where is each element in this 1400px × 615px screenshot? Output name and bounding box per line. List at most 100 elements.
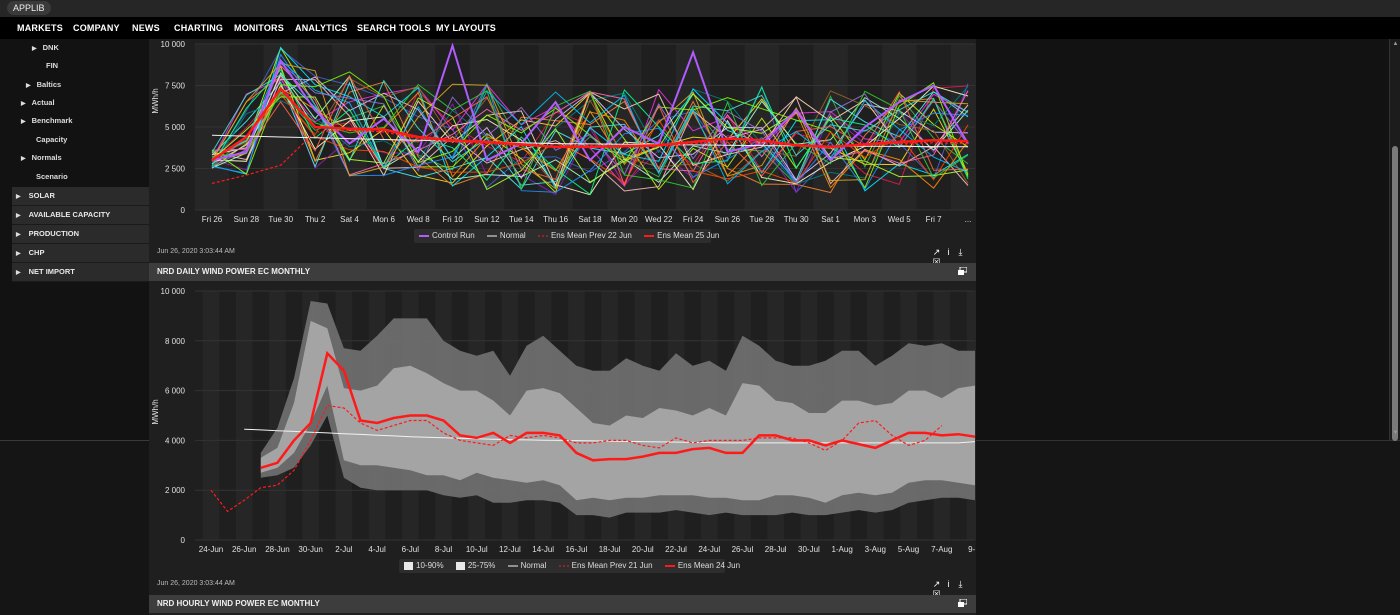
open-external-icon[interactable]: ↗	[932, 247, 941, 257]
category-solar[interactable]: ▶ SOLAR	[12, 187, 149, 206]
category-production[interactable]: ▶ PRODUCTION	[12, 225, 149, 244]
ensemble-member-line	[211, 68, 969, 196]
main-menu-bar: MARKETS COMPANY NEWS CHARTING MONITORS A…	[0, 17, 1400, 39]
menu-company[interactable]: COMPANY	[73, 23, 120, 33]
y-axis-label: MWh/h	[151, 88, 160, 113]
expand-arrow-icon[interactable]: ▶	[21, 101, 26, 107]
expand-arrow-icon[interactable]: ▶	[21, 156, 26, 162]
tree-item-actual[interactable]: ▶ Actual	[21, 96, 55, 110]
app-name-badge[interactable]: APPLIB	[7, 1, 51, 15]
popout-icon[interactable]	[958, 267, 967, 275]
category-label: AVAILABLE CAPACITY	[28, 210, 111, 219]
ensemble-member-line	[211, 77, 969, 187]
tree-item-normals[interactable]: ▶ Normals	[21, 151, 62, 165]
info-icon[interactable]: i	[947, 579, 950, 589]
x-tick-label: 5-Aug	[898, 545, 919, 554]
popout-icon[interactable]	[958, 599, 967, 607]
tree-item-baltics[interactable]: ▶ Baltics	[26, 78, 61, 92]
x-tick-label: Wed 5	[888, 215, 912, 224]
vertical-scrollbar[interactable]: ▲ ▼	[1389, 39, 1400, 441]
chart-series	[210, 301, 976, 518]
legend-ens-mean-prev[interactable]: Ens Mean Prev 21 Jun	[558, 559, 653, 573]
x-tick-label: Sat 18	[578, 215, 602, 224]
category-label: SOLAR	[28, 191, 55, 200]
category-label: CHP	[28, 248, 45, 257]
legend-control-run[interactable]: Control Run	[419, 229, 475, 243]
expand-arrow-icon[interactable]: ▶	[32, 46, 37, 52]
expand-arrow-icon[interactable]: ▶	[16, 194, 21, 200]
ensemble-member-line	[211, 62, 969, 190]
ens-mean-prev-line	[210, 404, 943, 513]
y-tick-label: 6 000	[165, 387, 186, 396]
legend-ens-mean-prev[interactable]: Ens Mean Prev 22 Jun	[537, 229, 632, 243]
menu-analytics[interactable]: ANALYTICS	[295, 23, 348, 33]
x-tick-label: 24-Jun	[199, 545, 223, 554]
category-available-capacity[interactable]: ▶ AVAILABLE CAPACITY	[12, 206, 149, 225]
ensemble-member-line	[211, 75, 969, 194]
menu-markets[interactable]: MARKETS	[17, 23, 63, 33]
x-tick-label: 4-Jul	[368, 545, 386, 554]
legend-band-10-90[interactable]: 10-90%	[404, 559, 444, 573]
ens-mean-line	[260, 350, 976, 469]
ensemble-member-line	[211, 71, 969, 184]
category-net-import[interactable]: ▶ NET IMPORT	[12, 263, 149, 282]
expand-arrow-icon[interactable]: ▶	[21, 119, 26, 125]
expand-arrow-icon[interactable]: ▶	[16, 213, 21, 219]
legend-band-25-75[interactable]: 25-75%	[455, 559, 495, 573]
tree-item-scenario[interactable]: Scenario	[36, 170, 68, 184]
scroll-up-icon[interactable]: ▲	[1392, 41, 1399, 47]
close-icon[interactable]: ☒	[932, 589, 941, 599]
legend-label: Ens Mean Prev 21 Jun	[571, 561, 653, 570]
legend-ens-mean[interactable]: Ens Mean 24 Jun	[664, 559, 741, 573]
legend-label: Ens Mean 24 Jun	[677, 561, 741, 570]
menu-news[interactable]: NEWS	[132, 23, 160, 33]
scrollbar-thumb[interactable]	[1392, 146, 1398, 441]
legend-label: 10-90%	[416, 561, 444, 570]
tree-item-label: DNK	[42, 43, 59, 52]
tree-item-fin[interactable]: FIN	[46, 59, 58, 73]
legend-label: Ens Mean 25 Jun	[657, 231, 720, 240]
x-tick-label: Thu 16	[543, 215, 568, 224]
open-external-icon[interactable]: ↗	[932, 579, 941, 589]
x-tick-label: Tue 30	[268, 215, 293, 224]
expand-arrow-icon[interactable]: ▶	[16, 251, 21, 257]
category-label: PRODUCTION	[28, 229, 80, 238]
panel3-header: NRD HOURLY WIND POWER EC MONTHLY	[149, 595, 976, 613]
menu-search-tools[interactable]: SEARCH TOOLS	[357, 23, 431, 33]
panel2-header: NRD DAILY WIND POWER EC MONTHLY	[149, 263, 976, 281]
legend-ens-mean[interactable]: Ens Mean 25 Jun	[644, 229, 719, 243]
download-icon[interactable]: ⤓	[958, 247, 963, 257]
menu-monitors[interactable]: MONITORS	[234, 23, 284, 33]
expand-arrow-icon[interactable]: ▶	[16, 270, 21, 276]
download-icon[interactable]: ⤓	[958, 579, 963, 589]
x-tick-label: 9-...	[968, 545, 976, 554]
x-tick-label: 24-Jul	[698, 545, 720, 554]
tree-item-label: Scenario	[36, 172, 68, 181]
info-icon[interactable]: i	[947, 247, 950, 257]
scroll-down-icon[interactable]: ▼	[1392, 430, 1399, 436]
tree-item-benchmark[interactable]: ▶ Benchmark	[21, 114, 72, 128]
ensemble-chart-1[interactable]: 10 000 7 500 5 000 2 500 0 Fri 26 Sun 28 Tue 30…	[149, 39, 976, 229]
tree-item-label: Baltics	[36, 80, 62, 89]
menu-my-layouts[interactable]: MY LAYOUTS	[436, 23, 497, 33]
tree-item-dnk[interactable]: ▶ DNK	[32, 41, 59, 55]
app-title-bar: APPLIB	[0, 0, 1400, 17]
x-tick-label: 22-Jul	[665, 545, 687, 554]
category-chp[interactable]: ▶ CHP	[12, 244, 149, 263]
y-tick-label: 5 000	[165, 123, 186, 132]
tree-item-capacity[interactable]: Capacity	[36, 133, 67, 147]
legend-normal[interactable]: Normal	[507, 559, 546, 573]
x-tick-label: Sun 26	[715, 215, 741, 224]
x-tick-label: 6-Jul	[402, 545, 420, 554]
x-tick-label: 7-Aug	[931, 545, 952, 554]
x-tick-label: 30-Jun	[298, 545, 322, 554]
close-icon[interactable]: ☒	[932, 257, 941, 267]
menu-charting[interactable]: CHARTING	[174, 23, 224, 33]
legend-normal[interactable]: Normal	[486, 229, 526, 243]
x-tick-label: Wed 22	[645, 215, 673, 224]
control-run-line	[211, 42, 969, 162]
x-tick-label: 3-Aug	[865, 545, 886, 554]
expand-arrow-icon[interactable]: ▶	[26, 83, 31, 89]
expand-arrow-icon[interactable]: ▶	[16, 232, 21, 238]
wind-power-chart-2[interactable]: 10 000 8 000 6 000 4 000 2 000 0 24-Jun 26-Jun 2…	[149, 282, 976, 561]
